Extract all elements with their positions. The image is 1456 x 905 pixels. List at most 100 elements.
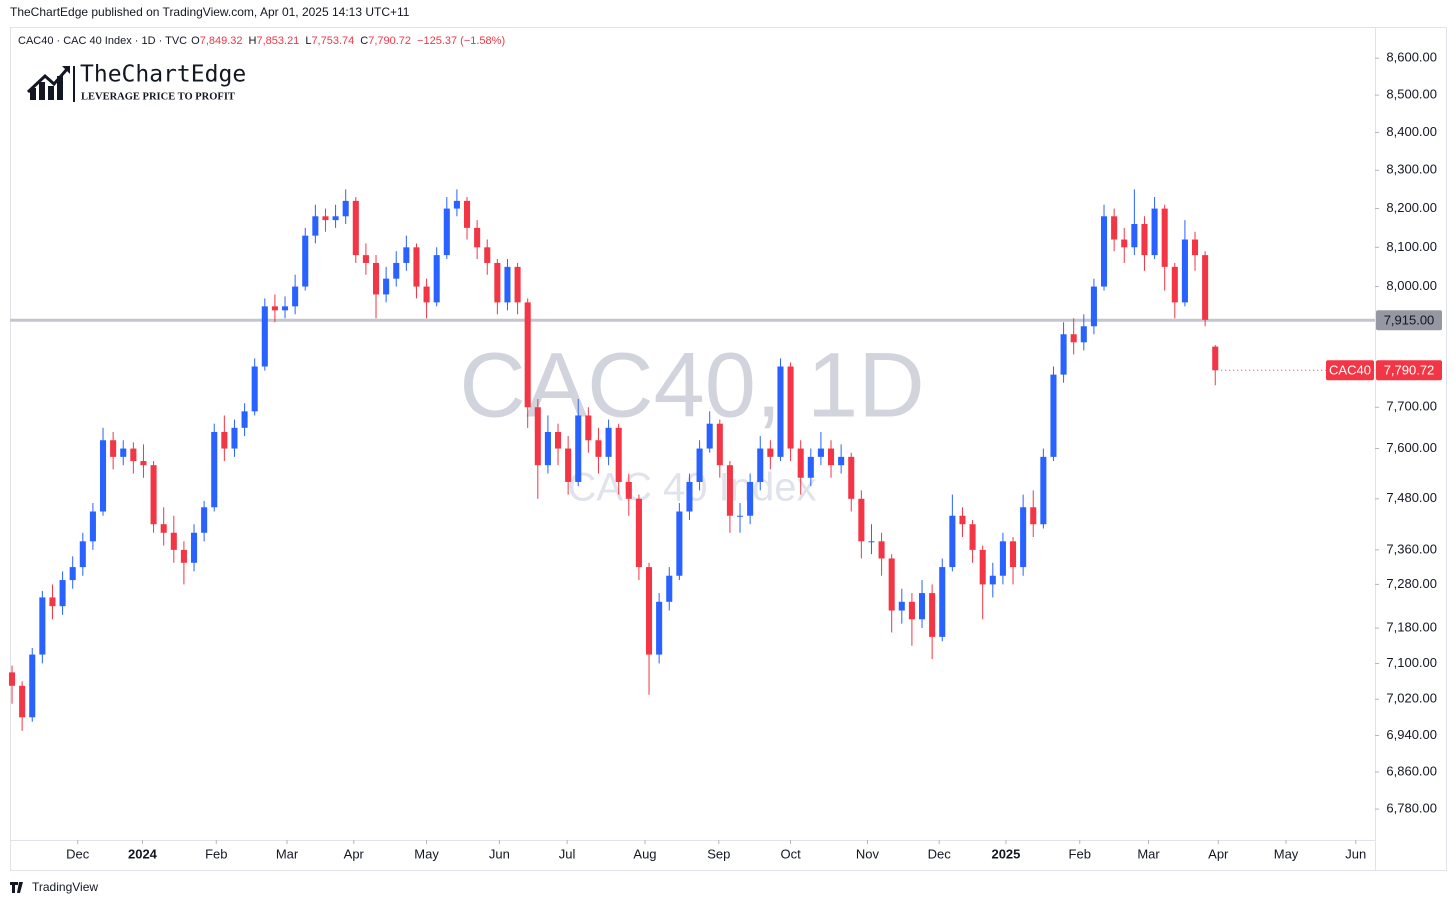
logo-bar <box>30 88 36 100</box>
candle-body <box>494 262 501 303</box>
candle-body <box>292 286 299 307</box>
candle-body <box>322 216 329 221</box>
legend: CAC40 · CAC 40 Index · 1D · TVC O7,849.32… <box>18 35 505 47</box>
candle-body <box>696 448 703 482</box>
candle-body <box>656 601 663 655</box>
candle-body <box>261 306 268 367</box>
candle-body <box>959 515 966 525</box>
candle-body <box>1020 507 1027 568</box>
candle-body <box>635 498 642 568</box>
candle-body <box>1050 374 1057 457</box>
candle-body <box>190 532 198 563</box>
candle-body <box>1181 239 1188 303</box>
candle-body <box>736 515 744 517</box>
high-value: 7,853.21 <box>256 35 299 47</box>
candle-body <box>69 567 76 581</box>
change: −125.37 (−1.58%) <box>417 35 505 47</box>
candle-body <box>1191 239 1199 256</box>
open-label: O <box>191 35 200 47</box>
candle-body <box>908 601 915 620</box>
candle-body <box>676 511 683 576</box>
candle-body <box>1070 334 1077 343</box>
candle-body <box>59 580 66 607</box>
y-tick-label: 8,000.00 <box>1386 278 1437 293</box>
y-tick-label: 8,100.00 <box>1386 239 1437 254</box>
candle-body <box>706 423 713 449</box>
logo-bar <box>57 76 63 100</box>
candle-body <box>767 448 774 457</box>
candle-body <box>231 427 238 449</box>
candle-body <box>999 541 1006 576</box>
candle-body <box>251 366 258 412</box>
candle-body <box>120 448 127 457</box>
x-tick-label: Aug <box>633 846 656 861</box>
tv-icon <box>10 882 23 893</box>
candle-body <box>605 427 612 457</box>
candle-body <box>504 266 511 303</box>
footer-text: TradingView <box>32 880 98 894</box>
candle-body <box>433 255 440 303</box>
candle-body <box>929 593 936 637</box>
candle-body <box>757 448 764 482</box>
candle-body <box>1161 208 1168 267</box>
candle-body <box>524 302 531 408</box>
plot <box>8 189 1375 731</box>
x-tick-label: Apr <box>1208 846 1229 861</box>
x-tick-label: Jun <box>489 846 510 861</box>
axes: 8,600.00 8,500.00 8,400.00 8,300.00 8,200.00… <box>66 50 1442 861</box>
candle-body <box>211 431 218 508</box>
candle-body <box>221 431 228 449</box>
logo-tagline: LEVERAGE PRICE TO PROFIT <box>81 91 235 102</box>
candle-body <box>1080 326 1087 343</box>
candle-body <box>89 511 96 542</box>
candle-body <box>110 440 117 457</box>
x-tick-label: 2024 <box>128 846 158 861</box>
candle-body <box>595 440 602 457</box>
x-tick-label: Apr <box>344 846 365 861</box>
candle-body <box>787 366 794 449</box>
logo: TheChartEdge LEVERAGE PRICE TO PROFIT <box>26 62 246 102</box>
published-line: TheChartEdge published on TradingView.co… <box>10 5 410 19</box>
symbol-tag-label: CAC40 <box>1329 363 1371 378</box>
symbol: CAC40 · CAC 40 Index · 1D · TVC <box>18 35 187 47</box>
x-tick-label: Jul <box>559 846 576 861</box>
candle-body <box>726 465 733 516</box>
x-tick-label: Feb <box>205 846 227 861</box>
y-tick-label: 8,300.00 <box>1386 162 1437 177</box>
candle-body <box>615 427 622 482</box>
candle-body <box>383 278 390 295</box>
logo-bar <box>48 86 54 100</box>
price-tag-label: 7,790.72 <box>1384 363 1435 378</box>
candle-body <box>19 685 26 718</box>
candle-body <box>817 448 824 457</box>
y-tick-label: 8,200.00 <box>1386 200 1437 215</box>
footer-logo: TradingView <box>10 880 98 894</box>
high-label: H <box>249 35 257 47</box>
candle-body <box>39 597 46 655</box>
open-value: 7,849.32 <box>200 35 243 47</box>
candle-body <box>1009 541 1017 568</box>
candle-body <box>565 448 572 482</box>
logo-arrow-head <box>62 66 70 74</box>
candle-body <box>1040 456 1047 525</box>
candle-body <box>443 208 450 256</box>
candle-body <box>1090 286 1097 327</box>
candle-body <box>716 423 723 466</box>
candle-body <box>949 515 956 568</box>
candle-body <box>827 448 835 466</box>
logo-name: TheChartEdge <box>80 62 246 88</box>
candle-body <box>271 306 278 311</box>
candle-body <box>625 481 632 499</box>
candle-body <box>150 465 157 525</box>
y-tick-label: 7,600.00 <box>1386 440 1437 455</box>
candle-body <box>170 532 177 550</box>
candle-body <box>49 597 56 607</box>
y-tick-label: 7,280.00 <box>1386 576 1437 591</box>
candle-body <box>939 567 946 637</box>
candle-body <box>140 461 147 466</box>
logo-bar <box>39 82 45 100</box>
candle-body <box>1111 216 1118 240</box>
close-value: 7,790.72 <box>368 35 411 47</box>
symbol-tag <box>1326 360 1374 381</box>
candle-body <box>969 524 976 550</box>
